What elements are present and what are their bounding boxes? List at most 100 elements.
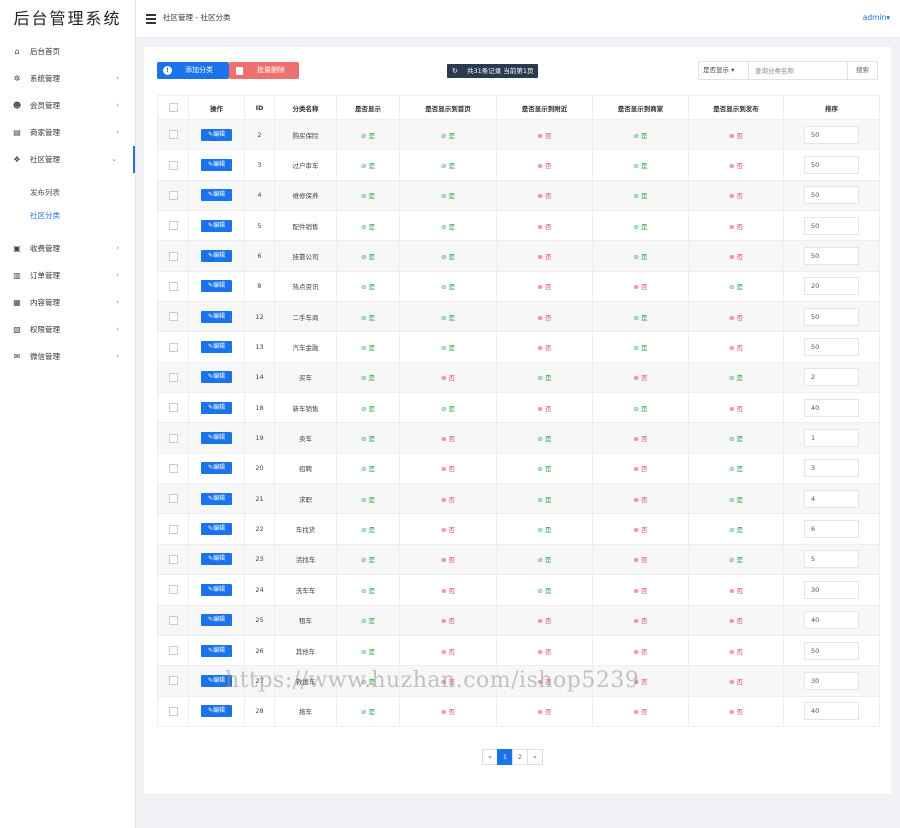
status-no[interactable]: ⊗ 否 xyxy=(728,677,743,686)
status-yes[interactable]: ⊘ 是 xyxy=(440,344,455,353)
status-yes[interactable]: ⊘ 是 xyxy=(728,495,743,504)
sidebar-item-0[interactable]: ⌂ 后台首页 xyxy=(0,38,135,65)
status-no[interactable]: ⊗ 否 xyxy=(537,222,552,231)
display-filter-select[interactable]: 是否显示 ▾ xyxy=(699,62,749,79)
sidebar-item-8[interactable]: ▧ 权限管理 › xyxy=(0,316,135,343)
edit-button[interactable]: ✎编辑 xyxy=(201,219,232,232)
edit-button[interactable]: ✎编辑 xyxy=(201,128,232,141)
row-checkbox[interactable] xyxy=(168,494,178,504)
status-no[interactable]: ⊗ 否 xyxy=(537,344,552,353)
status-no[interactable]: ⊗ 否 xyxy=(633,647,648,656)
status-no[interactable]: ⊗ 否 xyxy=(728,344,743,353)
sidebar-item-7[interactable]: ▦ 内容管理 › xyxy=(0,289,135,316)
status-no[interactable]: ⊗ 否 xyxy=(633,435,648,444)
row-checkbox[interactable] xyxy=(168,615,178,625)
status-yes[interactable]: ⊘ 是 xyxy=(537,526,552,535)
status-no[interactable]: ⊗ 否 xyxy=(728,313,743,322)
status-no[interactable]: ⊗ 否 xyxy=(440,708,455,717)
pagination-page[interactable]: 2 xyxy=(512,749,528,765)
status-yes[interactable]: ⊘ 是 xyxy=(633,313,648,322)
edit-button[interactable]: ✎编辑 xyxy=(201,250,232,263)
status-no[interactable]: ⊗ 否 xyxy=(537,131,552,140)
edit-button[interactable]: ✎编辑 xyxy=(201,432,232,445)
status-no[interactable]: ⊗ 否 xyxy=(440,495,455,504)
status-yes[interactable]: ⊘ 是 xyxy=(633,222,648,231)
search-button[interactable]: 搜索 xyxy=(847,62,877,79)
status-yes[interactable]: ⊘ 是 xyxy=(728,465,743,474)
status-yes[interactable]: ⊘ 是 xyxy=(728,283,743,292)
edit-button[interactable]: ✎编辑 xyxy=(201,341,232,354)
status-yes[interactable]: ⊘ 是 xyxy=(360,647,375,656)
status-no[interactable]: ⊗ 否 xyxy=(728,192,743,201)
row-checkbox[interactable] xyxy=(168,130,178,140)
row-checkbox[interactable] xyxy=(168,585,178,595)
row-checkbox[interactable] xyxy=(168,646,178,656)
status-yes[interactable]: ⊘ 是 xyxy=(440,283,455,292)
select-all-checkbox[interactable] xyxy=(168,103,178,112)
edit-button[interactable]: ✎编辑 xyxy=(201,523,232,536)
status-yes[interactable]: ⊘ 是 xyxy=(440,222,455,231)
batch-delete-button[interactable]: 批量删除 xyxy=(229,62,299,79)
sort-input[interactable] xyxy=(804,125,859,144)
sort-input[interactable] xyxy=(804,459,859,478)
status-no[interactable]: ⊗ 否 xyxy=(537,162,552,171)
status-yes[interactable]: ⊘ 是 xyxy=(440,192,455,201)
sort-input[interactable] xyxy=(804,641,859,660)
edit-button[interactable]: ✎编辑 xyxy=(201,159,232,172)
sort-input[interactable] xyxy=(804,429,859,448)
status-no[interactable]: ⊗ 否 xyxy=(633,617,648,626)
edit-button[interactable]: ✎编辑 xyxy=(201,553,232,566)
status-no[interactable]: ⊗ 否 xyxy=(633,677,648,686)
row-checkbox[interactable] xyxy=(168,251,178,261)
status-yes[interactable]: ⊘ 是 xyxy=(360,222,375,231)
row-checkbox[interactable] xyxy=(168,706,178,716)
sort-input[interactable] xyxy=(804,489,859,508)
record-count-badge[interactable]: ↻ 共31条记录 当前第1页 xyxy=(447,64,539,78)
status-yes[interactable]: ⊘ 是 xyxy=(360,556,375,565)
status-no[interactable]: ⊗ 否 xyxy=(728,708,743,717)
status-yes[interactable]: ⊘ 是 xyxy=(440,131,455,140)
sidebar-subitem-0[interactable]: 发布列表 xyxy=(30,188,60,197)
row-checkbox[interactable] xyxy=(168,676,178,686)
pagination-page[interactable]: 1 xyxy=(497,749,513,765)
status-yes[interactable]: ⊘ 是 xyxy=(537,556,552,565)
edit-button[interactable]: ✎编辑 xyxy=(201,280,232,293)
status-yes[interactable]: ⊘ 是 xyxy=(728,556,743,565)
status-yes[interactable]: ⊘ 是 xyxy=(440,162,455,171)
menu-toggle-icon[interactable] xyxy=(146,14,156,24)
status-yes[interactable]: ⊘ 是 xyxy=(360,404,375,413)
sidebar-item-5[interactable]: ▣ 收费管理 › xyxy=(0,235,135,262)
status-no[interactable]: ⊗ 否 xyxy=(728,586,743,595)
status-yes[interactable]: ⊘ 是 xyxy=(360,253,375,262)
status-no[interactable]: ⊗ 否 xyxy=(537,708,552,717)
status-yes[interactable]: ⊘ 是 xyxy=(633,162,648,171)
status-no[interactable]: ⊗ 否 xyxy=(537,404,552,413)
status-yes[interactable]: ⊘ 是 xyxy=(360,465,375,474)
sidebar-item-6[interactable]: ▥ 订单管理 › xyxy=(0,262,135,289)
status-yes[interactable]: ⊘ 是 xyxy=(360,617,375,626)
status-yes[interactable]: ⊘ 是 xyxy=(728,526,743,535)
edit-button[interactable]: ✎编辑 xyxy=(201,462,232,475)
edit-button[interactable]: ✎编辑 xyxy=(201,189,232,202)
status-no[interactable]: ⊗ 否 xyxy=(633,586,648,595)
status-yes[interactable]: ⊘ 是 xyxy=(633,131,648,140)
row-checkbox[interactable] xyxy=(168,342,178,352)
sidebar-subitem-1[interactable]: 社区分类 xyxy=(30,211,60,220)
status-yes[interactable]: ⊘ 是 xyxy=(360,677,375,686)
status-no[interactable]: ⊗ 否 xyxy=(633,374,648,383)
sort-input[interactable] xyxy=(804,156,859,175)
status-yes[interactable]: ⊘ 是 xyxy=(360,192,375,201)
edit-button[interactable]: ✎编辑 xyxy=(201,583,232,596)
row-checkbox[interactable] xyxy=(168,433,178,443)
row-checkbox[interactable] xyxy=(168,403,178,413)
user-menu[interactable]: admin▾ xyxy=(863,0,890,36)
sort-input[interactable] xyxy=(804,216,859,235)
row-checkbox[interactable] xyxy=(168,312,178,322)
status-yes[interactable]: ⊘ 是 xyxy=(360,586,375,595)
status-yes[interactable]: ⊘ 是 xyxy=(360,162,375,171)
status-yes[interactable]: ⊘ 是 xyxy=(537,495,552,504)
status-yes[interactable]: ⊘ 是 xyxy=(360,526,375,535)
status-yes[interactable]: ⊘ 是 xyxy=(537,586,552,595)
sort-input[interactable] xyxy=(804,247,859,266)
sort-input[interactable] xyxy=(804,307,859,326)
